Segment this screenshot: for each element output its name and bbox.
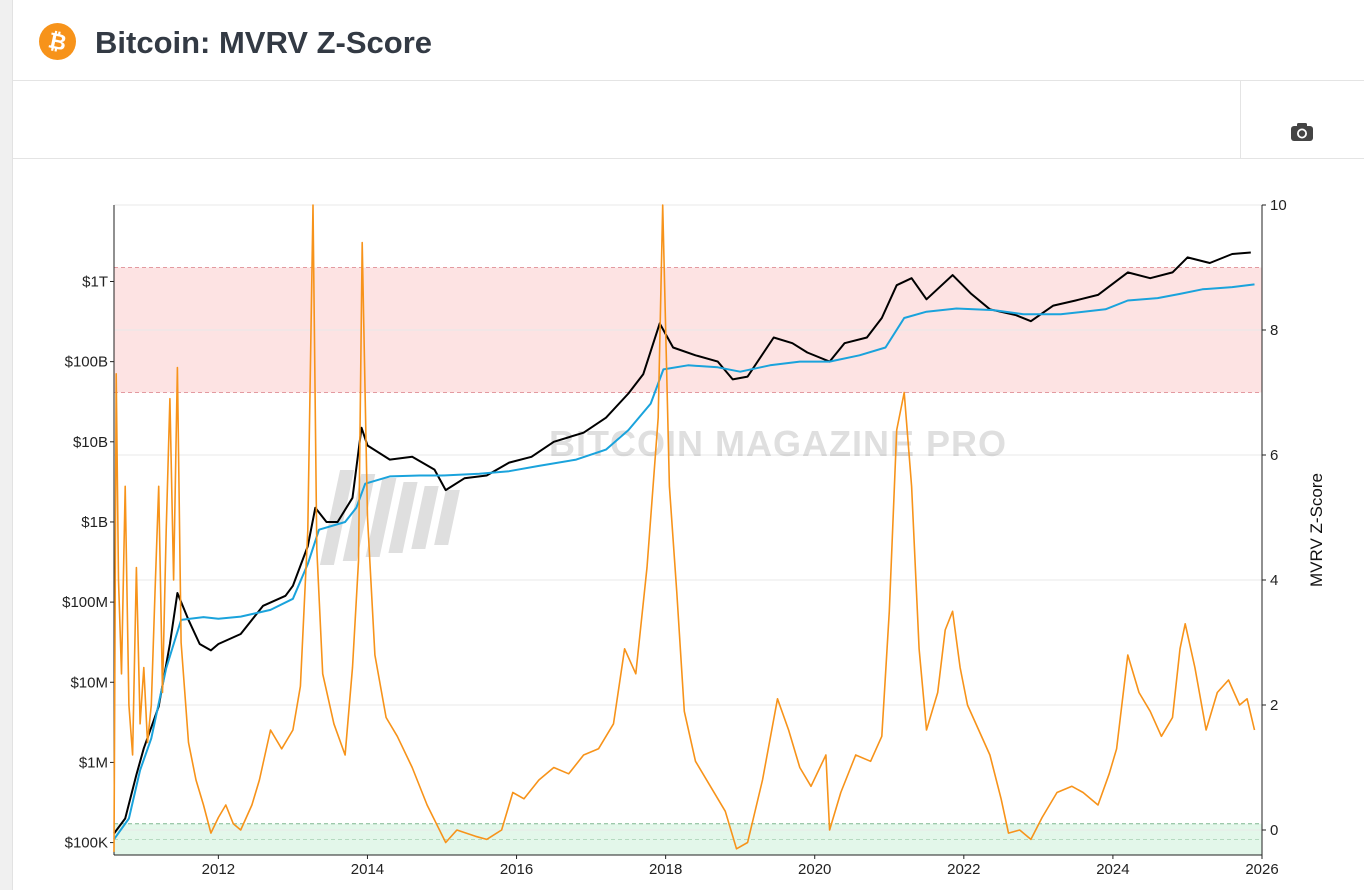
watermark: BITCOIN MAGAZINE PRO (319, 423, 1007, 565)
right-tick-label: 4 (1270, 572, 1278, 589)
right-tick-label: 8 (1270, 322, 1278, 339)
toolbar-divider (1240, 81, 1241, 158)
left-tick-label: $10M (70, 674, 108, 691)
watermark-bar (411, 486, 439, 549)
x-tick-label: 2020 (798, 861, 831, 878)
watermark-bar (319, 470, 355, 565)
x-tick-label: 2024 (1096, 861, 1129, 878)
x-tick-label: 2026 (1245, 861, 1278, 878)
page-title: Bitcoin: MVRV Z-Score (95, 25, 433, 60)
x-tick-label: 2016 (500, 861, 533, 878)
right-tick-label: 0 (1270, 822, 1278, 839)
watermark-bar (388, 482, 418, 553)
left-tick-label: $100M (62, 594, 108, 611)
series-realized-cap (113, 283, 1255, 840)
chart-toolbar (13, 81, 1364, 159)
x-tick-label: 2022 (947, 861, 980, 878)
watermark-text: BITCOIN MAGAZINE PRO (549, 423, 1007, 464)
right-tick-label: 6 (1270, 447, 1278, 464)
series-market-cap (113, 251, 1251, 835)
camera-icon[interactable] (1289, 119, 1315, 145)
x-tick-label: 2014 (351, 861, 384, 878)
left-tick-label: $1T (82, 273, 108, 290)
chart-header: ₿ Bitcoin: MVRV Z-Score (13, 0, 1364, 81)
left-tick-label: $10B (73, 434, 108, 451)
watermark-bar (365, 478, 397, 557)
right-axis-title: MVRV Z-Score (1307, 473, 1326, 587)
chart-card: ₿ Bitcoin: MVRV Z-Score (12, 0, 1364, 890)
series-mvrv-z-score (113, 204, 1256, 852)
watermark-bar (434, 490, 460, 545)
left-tick-label: $1M (79, 754, 108, 771)
right-tick-label: 10 (1270, 197, 1287, 214)
bitcoin-logo: ₿ (39, 23, 76, 60)
left-tick-label: $1B (81, 514, 108, 531)
x-tick-label: 2012 (202, 861, 235, 878)
x-tick-label: 2018 (649, 861, 682, 878)
left-tick-label: $100B (65, 354, 108, 371)
right-tick-label: 2 (1270, 697, 1278, 714)
left-tick-label: $100K (65, 835, 108, 852)
